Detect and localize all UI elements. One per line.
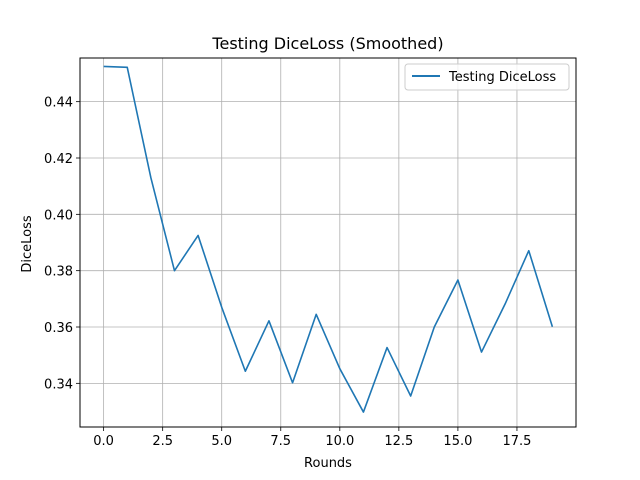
x-tick-label: 17.5 xyxy=(502,434,531,449)
y-tick-label: 0.34 xyxy=(44,377,73,392)
y-tick-label: 0.42 xyxy=(44,152,73,167)
y-tick-label: 0.40 xyxy=(44,208,73,223)
x-tick-label: 7.5 xyxy=(270,434,291,449)
y-tick-label: 0.38 xyxy=(44,265,73,280)
legend: Testing DiceLoss xyxy=(404,63,570,91)
x-tick-label: 0.0 xyxy=(93,434,114,449)
x-tick-label: 2.5 xyxy=(152,434,173,449)
y-axis-label: DiceLoss xyxy=(20,215,35,273)
ticks: 0.0 2.5 5.0 7.5 10.0 12.5 15.0 17.5 0.34 0.36 0.38… xyxy=(44,96,531,449)
series-layer xyxy=(103,65,554,413)
x-tick-label: 15.0 xyxy=(443,434,472,449)
x-tick-label: 12.5 xyxy=(384,434,413,449)
y-tick-label: 0.36 xyxy=(44,321,73,336)
legend-entry-testing-diceloss: Testing DiceLoss xyxy=(448,70,556,85)
x-tick-label: 5.0 xyxy=(211,434,232,449)
x-tick-label: 10.0 xyxy=(325,434,354,449)
legend-box xyxy=(404,63,570,91)
y-tick-label: 0.44 xyxy=(44,96,73,111)
chart-title: Testing DiceLoss (Smoothed) xyxy=(211,34,443,53)
plot-frame xyxy=(79,57,577,428)
series-line-testing-diceloss xyxy=(103,65,554,413)
x-axis-label: Rounds xyxy=(304,456,352,471)
